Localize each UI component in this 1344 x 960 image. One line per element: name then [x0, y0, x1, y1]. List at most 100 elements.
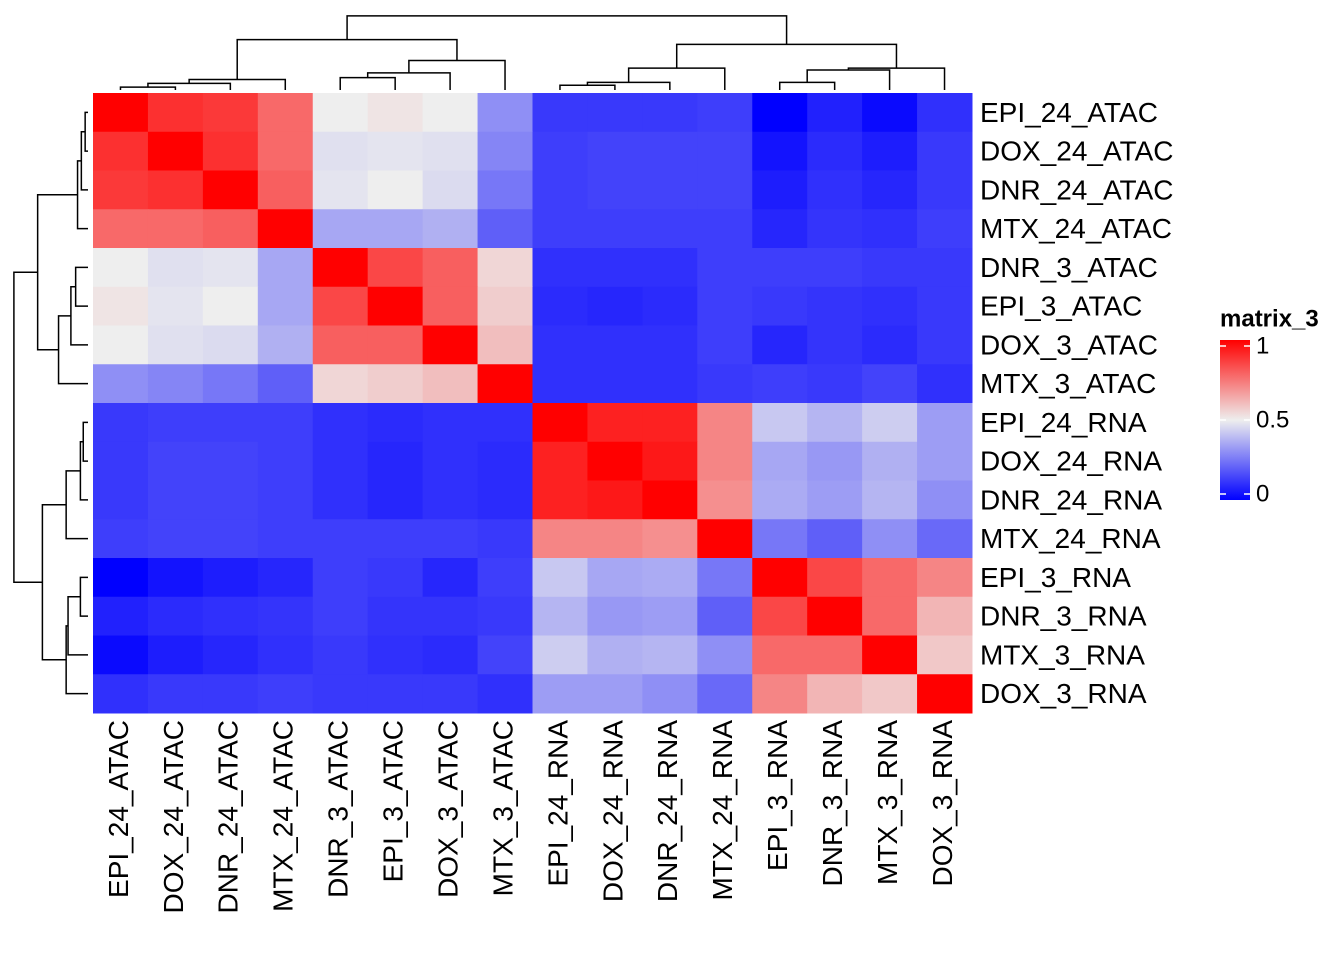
cell	[752, 248, 808, 288]
cell	[697, 519, 753, 559]
cell	[477, 403, 533, 443]
cell	[587, 403, 643, 443]
cell	[202, 286, 259, 326]
cell	[477, 674, 533, 714]
cell	[312, 248, 369, 288]
cell	[422, 209, 479, 249]
cell	[422, 325, 479, 365]
cell	[257, 403, 314, 443]
dendrogram	[79, 441, 88, 501]
cell	[367, 93, 424, 133]
dendrogram	[13, 271, 43, 583]
cell	[312, 93, 369, 133]
cell	[532, 674, 588, 714]
row-label: EPI_3_ATAC	[980, 291, 1142, 322]
cell	[312, 364, 369, 404]
dendrogram	[339, 76, 396, 90]
cell	[917, 209, 973, 249]
cell	[587, 635, 643, 675]
cell	[367, 325, 424, 365]
row-label: DNR_24_ATAC	[980, 174, 1173, 205]
cell	[202, 131, 259, 171]
column-label: MTX_3_ATAC	[487, 720, 518, 896]
cell	[862, 558, 918, 598]
cell	[202, 93, 259, 133]
cell	[697, 170, 753, 210]
cell	[642, 519, 698, 559]
cell	[862, 209, 918, 249]
cell	[532, 364, 588, 404]
cell	[257, 635, 314, 675]
cell	[477, 248, 533, 288]
cell	[752, 403, 808, 443]
dendrogram	[586, 81, 671, 90]
cell	[697, 674, 753, 714]
column-label: DNR_3_ATAC	[323, 720, 354, 898]
row-label: EPI_3_RNA	[980, 562, 1131, 593]
cell	[202, 635, 259, 675]
cell	[367, 248, 424, 288]
cell	[312, 131, 369, 171]
cell	[367, 596, 424, 636]
cell	[422, 286, 479, 326]
cell	[807, 596, 863, 636]
cell	[202, 248, 259, 288]
cell	[697, 325, 753, 365]
cell	[587, 248, 643, 288]
cell	[532, 131, 588, 171]
cell	[257, 131, 314, 171]
cell	[807, 93, 863, 133]
row-label: DOX_3_ATAC	[980, 329, 1158, 360]
cell	[697, 558, 753, 598]
cell	[422, 170, 479, 210]
cell	[587, 480, 643, 520]
row-label: DNR_24_RNA	[980, 484, 1162, 515]
cell	[807, 325, 863, 365]
cell	[532, 558, 588, 598]
cell	[752, 441, 808, 481]
cell	[312, 170, 369, 210]
cell	[257, 441, 314, 481]
row-label: DOX_24_ATAC	[980, 136, 1173, 167]
cell	[807, 480, 863, 520]
cell	[147, 325, 204, 365]
column-label: EPI_3_ATAC	[378, 720, 409, 882]
dendrogram	[806, 69, 891, 90]
cell	[257, 325, 314, 365]
cell	[147, 403, 204, 443]
cell	[642, 364, 698, 404]
cell	[93, 248, 149, 288]
cell	[477, 170, 533, 210]
cell	[807, 558, 863, 598]
cell	[587, 170, 643, 210]
cell	[202, 519, 259, 559]
cell	[367, 674, 424, 714]
cell	[697, 480, 753, 520]
cell	[807, 441, 863, 481]
legend-tick-label: 1	[1256, 332, 1269, 359]
cell	[532, 93, 588, 133]
row-label: DNR_3_ATAC	[980, 252, 1158, 283]
column-label: EPI_3_RNA	[762, 720, 793, 871]
column-label: EPI_24_ATAC	[103, 720, 134, 898]
cell	[697, 248, 753, 288]
cell	[807, 519, 863, 559]
cell	[642, 248, 698, 288]
cell	[917, 403, 973, 443]
cell	[93, 480, 149, 520]
cell	[93, 325, 149, 365]
cell	[862, 480, 918, 520]
cell	[257, 480, 314, 520]
dendrogram	[627, 67, 726, 90]
cell	[752, 286, 808, 326]
cell	[807, 209, 863, 249]
dendrogram	[74, 266, 88, 307]
cell	[202, 441, 259, 481]
column-label: MTX_3_RNA	[872, 720, 903, 885]
dendrogram	[82, 421, 88, 462]
cell	[147, 248, 204, 288]
cell	[312, 519, 369, 559]
cell	[367, 403, 424, 443]
cell	[477, 209, 533, 249]
cell	[917, 364, 973, 404]
